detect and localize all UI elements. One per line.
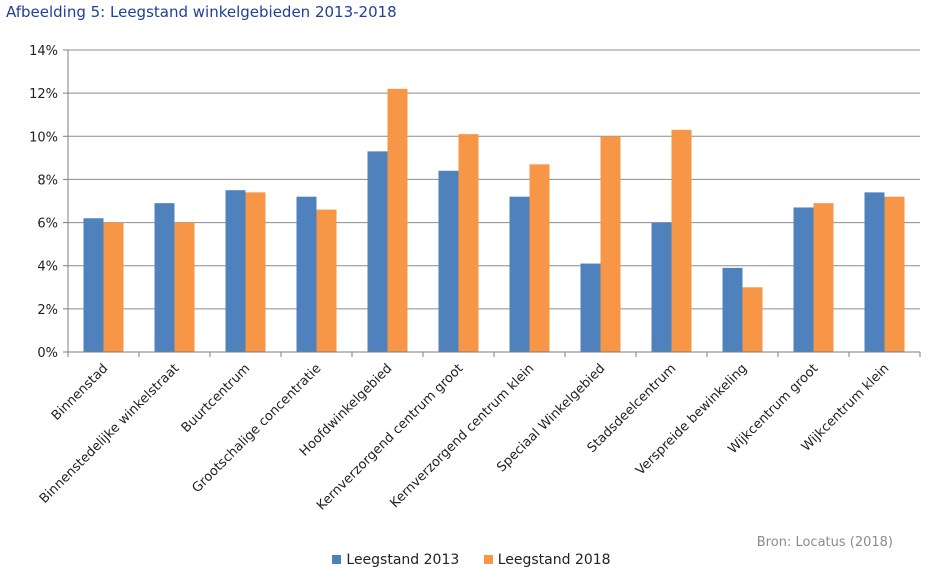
y-tick-label: 6% [37,217,58,232]
bar-2018 [458,134,479,352]
x-tick-label: Kernverzorgend centrum klein [387,361,537,511]
legend-swatch-2018 [483,555,493,564]
y-tick-label: 8% [37,173,58,188]
source-note: Bron: Locatus (2018) [756,535,893,550]
bar-2018 [813,203,834,352]
bar-2018 [174,222,195,352]
x-tick-label: Binnenstad [49,361,111,423]
bar-2013 [864,192,885,352]
x-tick-label: Kernverzorgend centrum groot [314,361,466,513]
bar-2013 [438,170,459,352]
bar-2013 [154,203,175,352]
bar-2018 [245,192,266,352]
x-tick-label: Binnenstedelijke winkelstraat [37,361,183,507]
bar-2013 [83,218,104,352]
bar-2018 [316,209,337,352]
legend-item-2013: Leegstand 2013 [332,552,459,568]
x-tick-label: Buurtcentrum [179,361,254,436]
y-tick-label: 14% [29,44,58,59]
bar-2013 [296,196,317,352]
y-tick-label: 2% [37,303,58,318]
legend-item-2018: Leegstand 2018 [483,552,611,568]
legend-label-2018: Leegstand 2018 [497,552,611,568]
axes [63,49,921,357]
bar-2013 [367,151,388,352]
bar-2013 [225,190,246,352]
bar-2013 [580,263,601,352]
y-tick-label: 12% [29,87,58,102]
legend-swatch-2013 [332,555,342,564]
bar-2018 [529,164,550,352]
legend: Leegstand 2013 Leegstand 2018 [0,552,943,568]
y-tick-label: 10% [29,130,58,145]
bar-2013 [509,196,530,352]
y-tick-label: 4% [37,260,58,275]
bar-2013 [651,222,672,352]
bar-2018 [387,88,408,352]
bar-2018 [671,129,692,352]
chart-title: Afbeelding 5: Leegstand winkelgebieden 2… [6,3,397,21]
x-tick-label: Grootschalige concentratie [189,361,324,496]
bar-2018 [884,196,905,352]
bar-2013 [722,267,743,352]
bars [83,88,905,352]
gridlines [68,49,920,310]
bar-2013 [793,207,814,352]
bar-2018 [600,136,621,352]
y-tick-label: 0% [37,346,58,361]
bar-2018 [103,222,124,352]
legend-label-2013: Leegstand 2013 [346,552,460,568]
bar-2018 [742,287,763,352]
